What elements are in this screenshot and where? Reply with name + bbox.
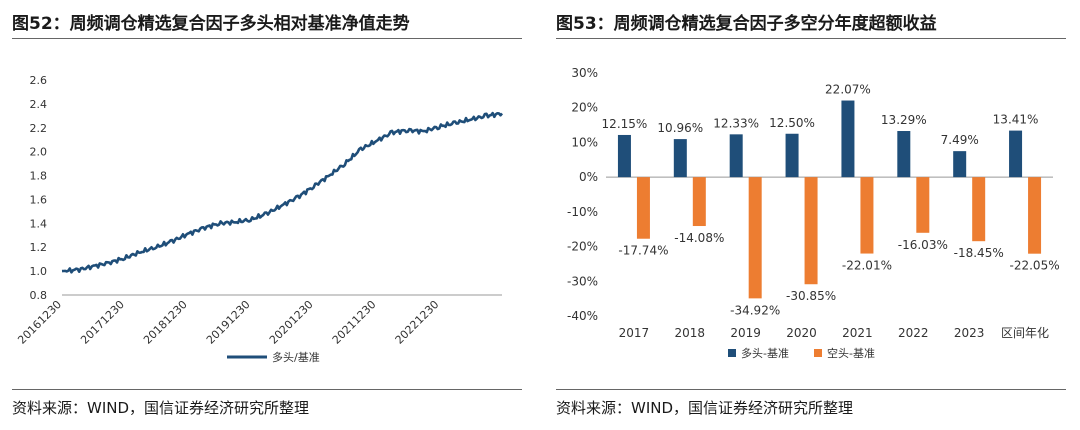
bar-long-minus-benchmark xyxy=(673,139,687,178)
left-source-note: 资料来源：WIND，国信证券经济研究所整理 xyxy=(12,399,310,417)
bar-chart-category-label: 2017 xyxy=(619,326,650,340)
legend-label-long-vs-benchmark: 多头/基准 xyxy=(272,350,320,364)
bar-chart-category-label: 2023 xyxy=(954,326,985,340)
bar-label-short-minus-benchmark: -14.08% xyxy=(674,231,724,245)
legend-label-short-minus-benchmark: 空头-基准 xyxy=(827,346,875,360)
bar-long-minus-benchmark xyxy=(953,151,967,178)
right-figure-title: 图53：周频调仓精选复合因子多空分年度超额收益 xyxy=(556,14,937,34)
bar-chart-y-tick-label: -20% xyxy=(567,240,598,254)
line-chart: 0.8 1.0 1.2 1.4 1.6 1.8 2.0 2.2 2.4 2.6 20161230 20… xyxy=(15,74,504,364)
bar-chart-y-tick-label: 10% xyxy=(571,135,598,149)
bar-label-long-minus-benchmark: 12.50% xyxy=(769,116,815,130)
line-chart-x-tick-label: 20161230 xyxy=(15,298,64,347)
bar-chart-y-tick-label: 30% xyxy=(571,66,598,80)
bar-short-minus-benchmark xyxy=(972,177,986,242)
bar-label-long-minus-benchmark: 7.49% xyxy=(941,133,979,147)
line-chart-x-tick-label: 20221230 xyxy=(393,298,442,347)
line-chart-y-tick-label: 1.4 xyxy=(30,217,48,230)
bar-chart-y-tick-label: 0% xyxy=(579,170,598,184)
bar-chart-category-label: 2022 xyxy=(898,326,929,340)
left-top-rule xyxy=(12,38,522,39)
line-chart-y-tick-label: 2.0 xyxy=(30,146,48,159)
line-chart-y-tick-label: 2.4 xyxy=(30,98,48,111)
bar-chart-category-label: 2018 xyxy=(675,326,706,340)
bar-label-long-minus-benchmark: 10.96% xyxy=(657,121,703,135)
bar-long-minus-benchmark xyxy=(897,131,911,178)
bar-chart-y-tick-label: 20% xyxy=(571,101,598,115)
bar-chart: -40% -30% -20% -10% 0% 10% 20% 30% 12.15% -17.74%… xyxy=(567,66,1060,360)
bar-chart-category-label: 2019 xyxy=(730,326,761,340)
bar-chart-y-tick-label: -30% xyxy=(567,274,598,288)
bar-label-long-minus-benchmark: 12.33% xyxy=(713,116,759,130)
line-chart-y-tick-label: 1.6 xyxy=(30,193,48,206)
bar-label-short-minus-benchmark: -17.74% xyxy=(618,244,668,258)
bar-chart-category-label: 2021 xyxy=(842,326,873,340)
bar-label-short-minus-benchmark: -16.03% xyxy=(898,238,948,252)
line-chart-y-tick-label: 1.8 xyxy=(30,170,48,183)
left-bottom-rule xyxy=(12,389,522,390)
bar-short-minus-benchmark xyxy=(1028,177,1042,254)
bar-chart-y-tick-label: -40% xyxy=(567,309,598,323)
line-chart-x-tick-label: 20191230 xyxy=(204,298,253,347)
left-figure-panel: 图52：周频调仓精选复合因子多头相对基准净值走势 0.8 1.0 1.2 1.4 1.6… xyxy=(12,0,522,430)
bar-label-short-minus-benchmark: -22.01% xyxy=(842,259,892,273)
line-chart-y-tick-label: 2.2 xyxy=(30,122,48,135)
bar-long-minus-benchmark xyxy=(785,133,799,178)
line-chart-x-tick-label: 20211230 xyxy=(330,298,379,347)
bar-label-short-minus-benchmark: -30.85% xyxy=(786,289,836,303)
bar-short-minus-benchmark xyxy=(860,177,874,254)
bar-label-short-minus-benchmark: -22.05% xyxy=(1010,259,1060,273)
bar-short-minus-benchmark xyxy=(692,177,706,227)
bar-short-minus-benchmark xyxy=(748,177,762,299)
bar-label-short-minus-benchmark: -18.45% xyxy=(954,246,1004,260)
line-chart-y-tick-label: 2.6 xyxy=(30,74,48,87)
line-chart-y-tick-label: 1.0 xyxy=(30,265,48,278)
bar-label-long-minus-benchmark: 12.15% xyxy=(602,117,648,131)
bar-chart-category-label: 2020 xyxy=(786,326,817,340)
right-top-rule xyxy=(556,38,1066,39)
legend-label-long-minus-benchmark: 多头-基准 xyxy=(741,346,789,360)
bar-long-minus-benchmark xyxy=(617,134,631,178)
line-chart-y-tick-label: 1.2 xyxy=(30,241,48,254)
bar-short-minus-benchmark xyxy=(916,177,930,233)
right-source-note: 资料来源：WIND，国信证券经济研究所整理 xyxy=(556,399,854,417)
line-chart-y-tick-label: 0.8 xyxy=(30,289,48,302)
bar-label-short-minus-benchmark: -34.92% xyxy=(730,303,780,317)
line-series-long-vs-benchmark xyxy=(61,111,504,274)
line-chart-x-tick-label: 20171230 xyxy=(78,298,127,347)
line-chart-x-tick-label: 20201230 xyxy=(267,298,316,347)
bar-label-long-minus-benchmark: 13.29% xyxy=(881,113,927,127)
bar-long-minus-benchmark xyxy=(729,134,743,178)
bar-chart-y-tick-label: -10% xyxy=(567,205,598,219)
bar-short-minus-benchmark xyxy=(804,177,818,285)
bar-label-long-minus-benchmark: 22.07% xyxy=(825,83,871,97)
bar-short-minus-benchmark xyxy=(636,177,650,239)
legend-swatch-long-minus-benchmark xyxy=(728,349,736,357)
bar-chart-category-label: 区间年化 xyxy=(1001,326,1049,340)
right-bottom-rule xyxy=(556,389,1066,390)
legend-swatch-short-minus-benchmark xyxy=(814,349,822,357)
bar-long-minus-benchmark xyxy=(1009,130,1023,178)
bar-label-long-minus-benchmark: 13.41% xyxy=(993,113,1039,127)
right-figure-panel: 图53：周频调仓精选复合因子多空分年度超额收益 -40% -30% -20% -10%… xyxy=(556,0,1066,430)
line-chart-x-tick-label: 20181230 xyxy=(141,298,190,347)
left-figure-title: 图52：周频调仓精选复合因子多头相对基准净值走势 xyxy=(12,14,410,34)
bar-long-minus-benchmark xyxy=(841,100,855,178)
